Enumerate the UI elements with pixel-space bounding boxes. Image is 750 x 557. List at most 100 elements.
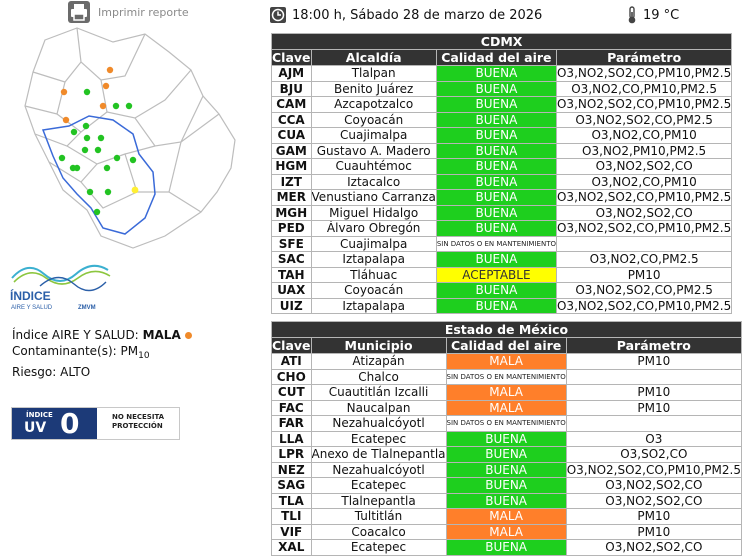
station-dot-buena [125, 102, 133, 110]
station-dot-buena [83, 134, 91, 142]
cell-quality: BUENA [435, 189, 557, 206]
pollutant-label: Contaminante(s): [12, 344, 117, 358]
cell-parameter: O3,NO2,PM10,PM2.5 [555, 142, 733, 159]
cell-clave: TLI [271, 508, 312, 525]
cell-clave: LPR [271, 446, 312, 463]
cell-quality: SIN DATOS O EN MANTENIMIENTO [445, 368, 567, 385]
cell-quality: MALA [445, 523, 567, 540]
table-row: FAC Naucalpan MALA PM10 [271, 399, 742, 416]
cell-clave: XAL [271, 539, 312, 556]
table-row: ATI Atizapán MALA PM10 [271, 353, 742, 370]
cell-location: Tlalpan [310, 65, 437, 82]
cell-location: Tláhuac [310, 266, 437, 283]
table-row: GAM Gustavo A. Madero BUENA O3,NO2,PM10,PM2… [271, 142, 733, 159]
cell-quality: MALA [445, 399, 567, 416]
cell-clave: CUT [271, 384, 312, 401]
col-parametro: Parámetro [565, 337, 742, 354]
pollutant-sub: 10 [138, 351, 150, 361]
cell-quality: BUENA [435, 127, 557, 144]
cell-location: Atizapán [310, 353, 447, 370]
station-dot-buena [94, 146, 102, 154]
cell-parameter: O3,NO2,SO2,CO,PM10,PM2.5 [555, 297, 733, 314]
station-dot-buena [83, 88, 91, 96]
cell-quality: BUENA [445, 492, 567, 509]
cell-parameter: O3,NO2,CO,PM10 [555, 127, 733, 144]
cell-location: Ecatepec [310, 430, 447, 447]
table-row: TAH Tláhuac ACEPTABLE PM10 [271, 266, 733, 283]
table-row: HGM Cuauhtémoc BUENA O3,NO2,SO2,CO [271, 158, 733, 175]
cell-location: Miguel Hidalgo [310, 204, 437, 221]
table-row: BJU Benito Juárez BUENA O3,NO2,CO,PM10,PM2.… [271, 80, 733, 97]
cell-quality: MALA [445, 384, 567, 401]
table-row: CUT Cuautitlán Izcalli MALA PM10 [271, 384, 742, 401]
cell-quality: BUENA [435, 220, 557, 237]
uv-message-line1: NO NECESITA [112, 413, 165, 421]
cell-quality: BUENA [435, 251, 557, 268]
cell-quality: BUENA [435, 282, 557, 299]
cell-parameter: O3,NO2,SO2,CO,PM2.5 [555, 111, 733, 128]
cell-clave: TLA [271, 492, 312, 509]
station-dot-buena [103, 164, 111, 172]
cell-location: Cuautitlán Izcalli [310, 384, 447, 401]
station-dot-buena [93, 208, 101, 216]
cell-parameter: O3,NO2,SO2,CO,PM10,PM2.5 [565, 461, 742, 478]
cell-quality: MALA [445, 508, 567, 525]
table-row: NEZ Nezahualcóyotl BUENA O3,NO2,SO2,CO,PM10… [271, 461, 742, 478]
col-calidad: Calidad del aire [435, 49, 557, 66]
table-row: LPR Anexo de Tlalnepantla BUENA O3,SO2,CO [271, 446, 742, 463]
uv-value: 0 [60, 407, 80, 440]
cell-parameter: O3,SO2,CO [565, 446, 742, 463]
print-report-button[interactable]: Imprimir reporte [68, 0, 189, 24]
clock-icon [270, 7, 286, 23]
cell-quality: BUENA [445, 430, 567, 447]
station-dot-buena [86, 188, 94, 196]
cell-parameter: O3,NO2,SO2,CO [565, 492, 742, 509]
cell-location: Naucalpan [310, 399, 447, 416]
cell-location: Cuauhtémoc [310, 158, 437, 175]
cell-location: Cuajimalpa [310, 127, 437, 144]
table-row: LLA Ecatepec BUENA O3 [271, 430, 742, 447]
table-row: CUA Cuajimalpa BUENA O3,NO2,CO,PM10 [271, 127, 733, 144]
edomex-table-title: Estado de México [271, 321, 742, 338]
table-row: AJM Tlalpan BUENA O3,NO2,SO2,CO,PM10,PM2.5 [271, 65, 733, 82]
cell-location: Cuajimalpa [310, 235, 437, 252]
cell-clave: UIZ [271, 297, 312, 314]
station-dot-mala [102, 82, 110, 90]
cell-parameter [565, 368, 742, 385]
temperature-text: 19 °C [643, 7, 680, 23]
cell-parameter: O3,NO2,SO2,CO,PM10,PM2.5 [555, 220, 733, 237]
index-label: Índice AIRE Y SALUD: [12, 328, 139, 342]
print-report-label: Imprimir reporte [98, 5, 189, 19]
cell-quality: SIN DATOS O EN MANTENIMIENTO [435, 235, 557, 252]
table-row: TLA Tlalnepantla BUENA O3,NO2,SO2,CO [271, 492, 742, 509]
cell-quality: BUENA [445, 477, 567, 494]
cell-clave: CAM [271, 96, 312, 113]
cell-quality: SIN DATOS O EN MANTENIMIENTO [445, 415, 567, 432]
cell-quality: BUENA [435, 111, 557, 128]
cell-clave: UAX [271, 282, 312, 299]
cell-location: Ecatepec [310, 539, 447, 556]
cell-clave: FAR [271, 415, 312, 432]
station-dot-buena [112, 102, 120, 110]
cell-location: Coacalco [310, 523, 447, 540]
table-row: TLI Tultitlán MALA PM10 [271, 508, 742, 525]
station-dot-buena [129, 156, 137, 164]
cell-location: Coyoacán [310, 111, 437, 128]
uv-message-line2: PROTECCIÓN [112, 422, 163, 430]
datetime-text: 18:00 h, Sábado 28 de marzo de 2026 [292, 7, 543, 23]
cell-quality: BUENA [435, 297, 557, 314]
cell-quality: BUENA [445, 539, 567, 556]
table-row: SAG Ecatepec BUENA O3,NO2,SO2,CO [271, 477, 742, 494]
col-calidad: Calidad del aire [445, 337, 567, 354]
index-status-dot [184, 332, 192, 339]
cell-location: Iztapalapa [310, 297, 437, 314]
cell-clave: BJU [271, 80, 312, 97]
table-row: XAL Ecatepec BUENA O3,NO2,SO2,CO [271, 539, 742, 556]
col-clave: Clave [271, 337, 312, 354]
cell-parameter: PM10 [555, 266, 733, 283]
pollutant-main: PM [120, 344, 139, 358]
station-dot-mala [62, 116, 70, 124]
cell-quality: BUENA [445, 461, 567, 478]
cell-location: Tultitlán [310, 508, 447, 525]
stations-map[interactable] [5, 22, 245, 257]
